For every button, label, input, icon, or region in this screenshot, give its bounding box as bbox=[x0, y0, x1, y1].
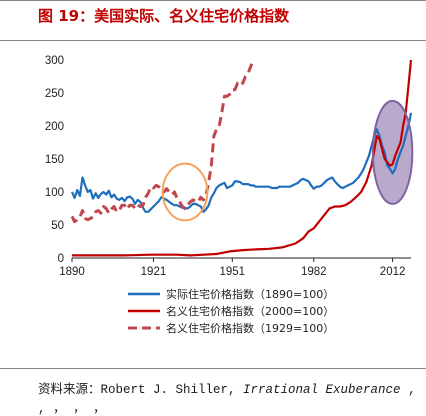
chart-axes: 0 50 100 150 200 250 300 1890 1921 1951 1982 2012 bbox=[45, 55, 411, 278]
series-line-1 bbox=[70, 112, 413, 213]
source-note: 资料来源：Robert J. Shiller, Irrational Exube… bbox=[38, 378, 416, 416]
x-tick-label: 1921 bbox=[141, 266, 167, 278]
source-prefix: 资料来源：Robert J. Shiller, bbox=[38, 383, 244, 397]
y-tick-label: 0 bbox=[58, 253, 64, 265]
title-rule bbox=[0, 40, 426, 41]
y-tick-label: 200 bbox=[45, 121, 64, 133]
legend-label: 名义住宅价格指数（1929=100） bbox=[166, 321, 334, 335]
x-tick-label: 1982 bbox=[301, 266, 327, 278]
chart-annotation-outlines bbox=[161, 99, 414, 222]
y-tick-label: 100 bbox=[45, 187, 64, 199]
chart: 0 50 100 150 200 250 300 1890 1921 1951 1982 2012 实… bbox=[45, 55, 414, 335]
x-tick-label: 1890 bbox=[59, 266, 85, 278]
source-suffix: , bbox=[400, 383, 416, 397]
series-line-2 bbox=[72, 59, 413, 257]
legend-label: 名义住宅价格指数（2000=100） bbox=[166, 304, 334, 318]
series-line-3 bbox=[70, 59, 255, 224]
highlight-ellipse bbox=[371, 99, 414, 205]
chart-series bbox=[70, 59, 413, 257]
page-title: 图 19：美国实际、名义住宅价格指数 bbox=[38, 7, 290, 25]
y-tick-label: 300 bbox=[45, 55, 64, 67]
x-tick-label: 1951 bbox=[220, 266, 246, 278]
footer-rule bbox=[0, 368, 426, 369]
chart-legend: 实际住宅价格指数（1890=100） 名义住宅价格指数（2000=100） 名义住宅… bbox=[128, 287, 334, 335]
top-rule bbox=[0, 0, 426, 1]
highlight-ellipse bbox=[161, 162, 209, 222]
y-tick-label: 150 bbox=[45, 154, 64, 166]
source-book-title: Irrational Exuberance bbox=[243, 383, 401, 397]
y-tick-label: 250 bbox=[45, 88, 64, 100]
x-tick-label: 2012 bbox=[380, 266, 406, 278]
y-tick-label: 50 bbox=[51, 220, 64, 232]
legend-label: 实际住宅价格指数（1890=100） bbox=[166, 287, 334, 301]
